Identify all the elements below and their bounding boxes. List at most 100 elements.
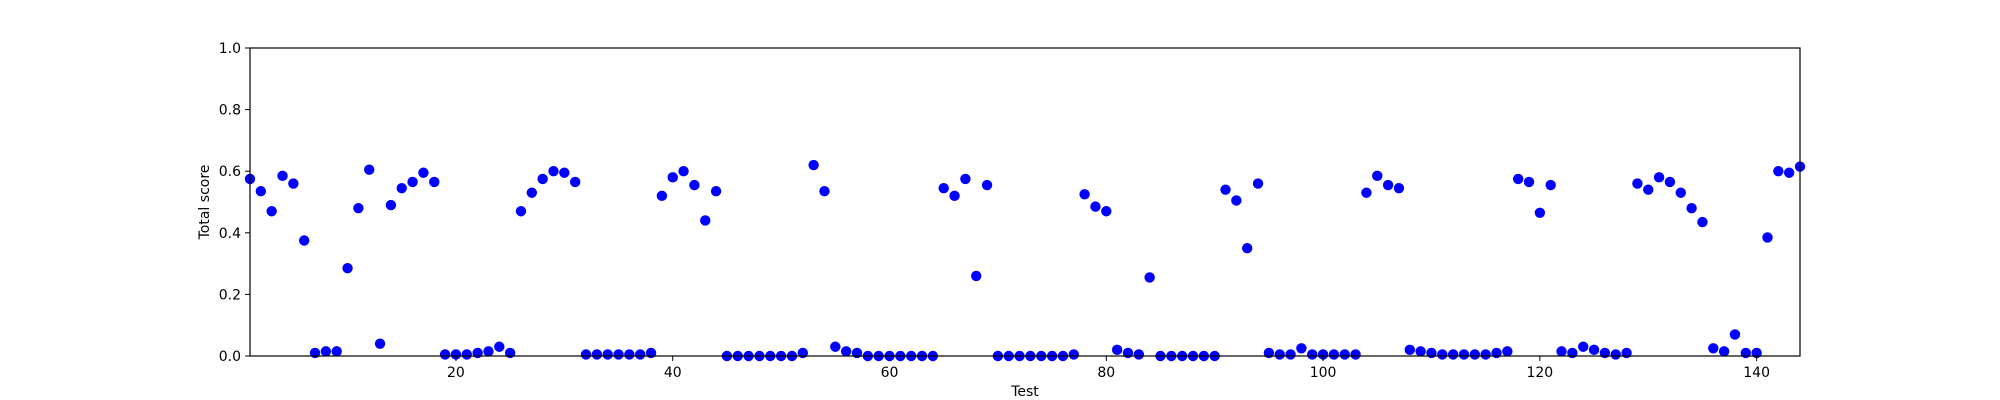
- data-point: [1079, 189, 1090, 200]
- data-point: [1729, 329, 1741, 340]
- data-point: [1339, 349, 1350, 360]
- data-point: [1643, 184, 1654, 195]
- data-point: [949, 190, 960, 202]
- data-point: [548, 166, 559, 177]
- data-point: [515, 206, 527, 217]
- data-point: [429, 176, 440, 188]
- data-point: [591, 349, 603, 360]
- y-tick-label: 0.6: [219, 164, 241, 180]
- data-point: [819, 186, 830, 197]
- data-point: [418, 167, 429, 178]
- x-axis-label: Test: [1010, 384, 1039, 400]
- data-point: [439, 349, 451, 360]
- x-tick-label: 120: [1526, 365, 1553, 381]
- data-point: [494, 341, 505, 352]
- data-point: [602, 349, 613, 360]
- data-point: [1523, 176, 1535, 188]
- data-point: [1437, 349, 1448, 360]
- data-point: [1545, 179, 1556, 191]
- data-point: [808, 159, 819, 171]
- data-point: [1090, 201, 1101, 212]
- data-point: [1382, 179, 1394, 191]
- data-point: [1415, 346, 1426, 357]
- data-point: [288, 178, 299, 189]
- data-point: [1296, 343, 1307, 354]
- data-point: [1469, 349, 1481, 360]
- data-point: [1231, 195, 1242, 206]
- y-tick-label: 0.2: [219, 287, 241, 303]
- data-point: [971, 270, 982, 282]
- data-point: [656, 190, 668, 202]
- data-point: [830, 341, 841, 352]
- data-point: [960, 173, 971, 185]
- data-point: [1578, 341, 1589, 352]
- data-point: [385, 199, 397, 211]
- data-point: [1242, 243, 1253, 254]
- data-point: [1458, 349, 1470, 360]
- data-point: [396, 182, 407, 194]
- data-point: [1686, 202, 1697, 214]
- plot-frame: [249, 47, 1801, 357]
- data-point: [580, 349, 592, 360]
- data-point: [1361, 187, 1372, 198]
- data-point: [1350, 349, 1361, 360]
- x-tick-label: 60: [881, 365, 899, 381]
- y-axis: 0.0 0.2 0.4 0.6 0.8 1.0: [219, 41, 250, 365]
- data-point: [450, 349, 462, 360]
- data-point: [667, 172, 678, 183]
- data-point: [1328, 349, 1340, 360]
- data-point: [1447, 349, 1459, 360]
- data-point: [1285, 349, 1296, 360]
- x-axis: 20 40 60 80 100 120 140: [447, 356, 1770, 381]
- data-point: [1317, 349, 1329, 360]
- x-tick-label: 40: [664, 365, 682, 381]
- data-point: [1708, 343, 1719, 354]
- data-point: [298, 235, 310, 246]
- data-point: [1773, 166, 1784, 177]
- data-point: [1718, 346, 1730, 357]
- y-tick-label: 0.4: [219, 226, 241, 242]
- data-point: [342, 263, 353, 274]
- x-tick-label: 80: [1097, 365, 1115, 381]
- data-point: [635, 349, 646, 360]
- data-point: [1762, 232, 1773, 243]
- y-axis-label: Total score: [197, 165, 213, 241]
- data-point: [1675, 187, 1686, 198]
- x-tick-label: 100: [1310, 365, 1337, 381]
- data-point: [569, 176, 581, 188]
- data-point: [700, 215, 711, 226]
- data-point: [353, 202, 364, 214]
- data-point: [981, 179, 993, 191]
- data-point: [613, 349, 624, 360]
- data-point: [1632, 178, 1643, 189]
- data-point: [1404, 344, 1415, 356]
- data-point: [1274, 349, 1285, 360]
- data-point: [1664, 176, 1676, 188]
- data-point: [320, 346, 332, 357]
- data-point: [624, 349, 635, 360]
- data-point: [374, 338, 386, 349]
- y-tick-label: 0.8: [219, 103, 241, 119]
- data-points: [244, 159, 1806, 362]
- data-point: [1610, 349, 1621, 360]
- data-point: [1783, 167, 1795, 178]
- data-point: [1588, 344, 1600, 356]
- x-tick-label: 140: [1743, 365, 1770, 381]
- data-point: [678, 166, 689, 177]
- data-point: [1220, 184, 1231, 195]
- data-point: [266, 206, 277, 217]
- data-point: [1502, 346, 1513, 357]
- data-point: [537, 173, 548, 185]
- data-point: [1133, 349, 1145, 360]
- data-point: [1480, 349, 1491, 360]
- data-point: [1512, 173, 1524, 185]
- data-point: [1534, 207, 1546, 218]
- data-point: [559, 167, 570, 178]
- data-point: [710, 186, 722, 197]
- data-point: [840, 346, 852, 357]
- data-point: [1252, 178, 1264, 189]
- data-point: [461, 349, 472, 360]
- y-tick-label: 1.0: [219, 41, 241, 57]
- data-point: [689, 179, 700, 191]
